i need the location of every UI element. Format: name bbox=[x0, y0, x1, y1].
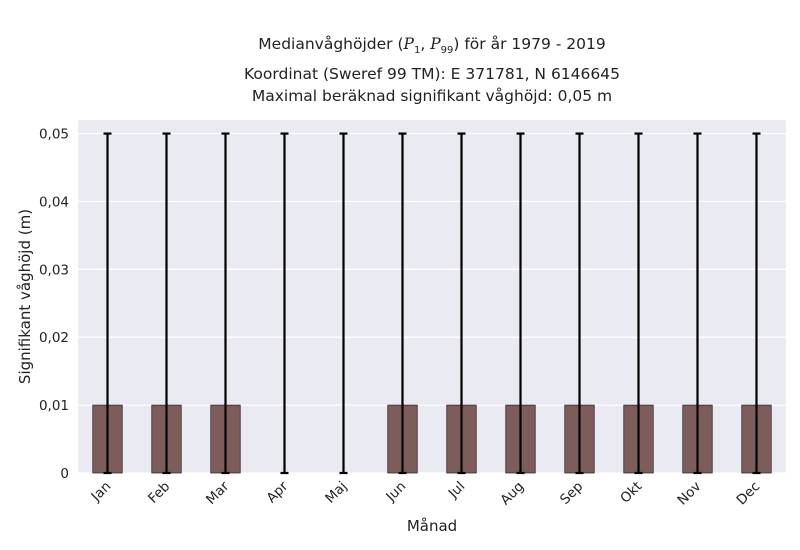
title-line-3: Maximal beräknad signifikant våghöjd: 0,… bbox=[251, 87, 613, 106]
y-tick-label: 0,01 bbox=[39, 398, 69, 414]
error-bar bbox=[103, 132, 112, 475]
plot-area bbox=[78, 120, 786, 473]
x-tick-label: Feb bbox=[145, 479, 173, 507]
error-bar bbox=[280, 132, 289, 475]
x-tick-label: Aug bbox=[497, 479, 527, 509]
error-bar bbox=[575, 132, 584, 475]
x-tick-label: Mar bbox=[203, 478, 233, 508]
x-axis-label: Månad bbox=[407, 517, 457, 535]
y-tick-label: 0 bbox=[60, 466, 69, 482]
x-tick-label: Apr bbox=[263, 478, 291, 506]
y-tick-label: 0,03 bbox=[39, 262, 69, 278]
error-bar bbox=[162, 132, 171, 475]
y-tick-label: 0,02 bbox=[39, 330, 69, 346]
x-tick-label: Dec bbox=[734, 479, 764, 509]
x-tick-label: Jan bbox=[88, 479, 115, 506]
error-bar bbox=[457, 132, 466, 475]
x-tick-label: Jun bbox=[382, 479, 409, 506]
y-tick-label: 0,04 bbox=[39, 194, 69, 210]
error-bar bbox=[634, 132, 643, 475]
x-tick-label: Okt bbox=[617, 479, 645, 507]
x-axis-ticks: Jan Feb Mar Apr Maj Jun Jul Aug Sep Okt Nov Dec bbox=[88, 478, 764, 508]
x-tick-label: Jul bbox=[445, 479, 469, 503]
x-tick-label: Nov bbox=[674, 479, 704, 509]
error-bar bbox=[752, 132, 761, 475]
error-bar bbox=[693, 132, 702, 475]
error-bar bbox=[339, 132, 348, 475]
grid-lines bbox=[78, 132, 786, 474]
y-axis-ticks: 0 0,01 0,02 0,03 0,04 0,05 bbox=[39, 127, 69, 482]
error-bar bbox=[398, 132, 407, 475]
x-tick-label: Sep bbox=[557, 479, 586, 508]
error-bars bbox=[103, 132, 761, 475]
title-line-1: Medianvåghöjder (P1, P99) för år 1979 - … bbox=[258, 35, 606, 57]
error-bar bbox=[221, 132, 230, 475]
y-axis-label: Signifikant våghöjd (m) bbox=[16, 209, 34, 384]
chart-title: Medianvåghöjder (P1, P99) för år 1979 - … bbox=[78, 33, 786, 108]
y-tick-label: 0,05 bbox=[39, 127, 69, 143]
title-line-2: Koordinat (Sweref 99 TM): E 371781, N 61… bbox=[244, 64, 620, 83]
x-tick-label: Maj bbox=[322, 479, 350, 507]
error-bar bbox=[516, 132, 525, 475]
